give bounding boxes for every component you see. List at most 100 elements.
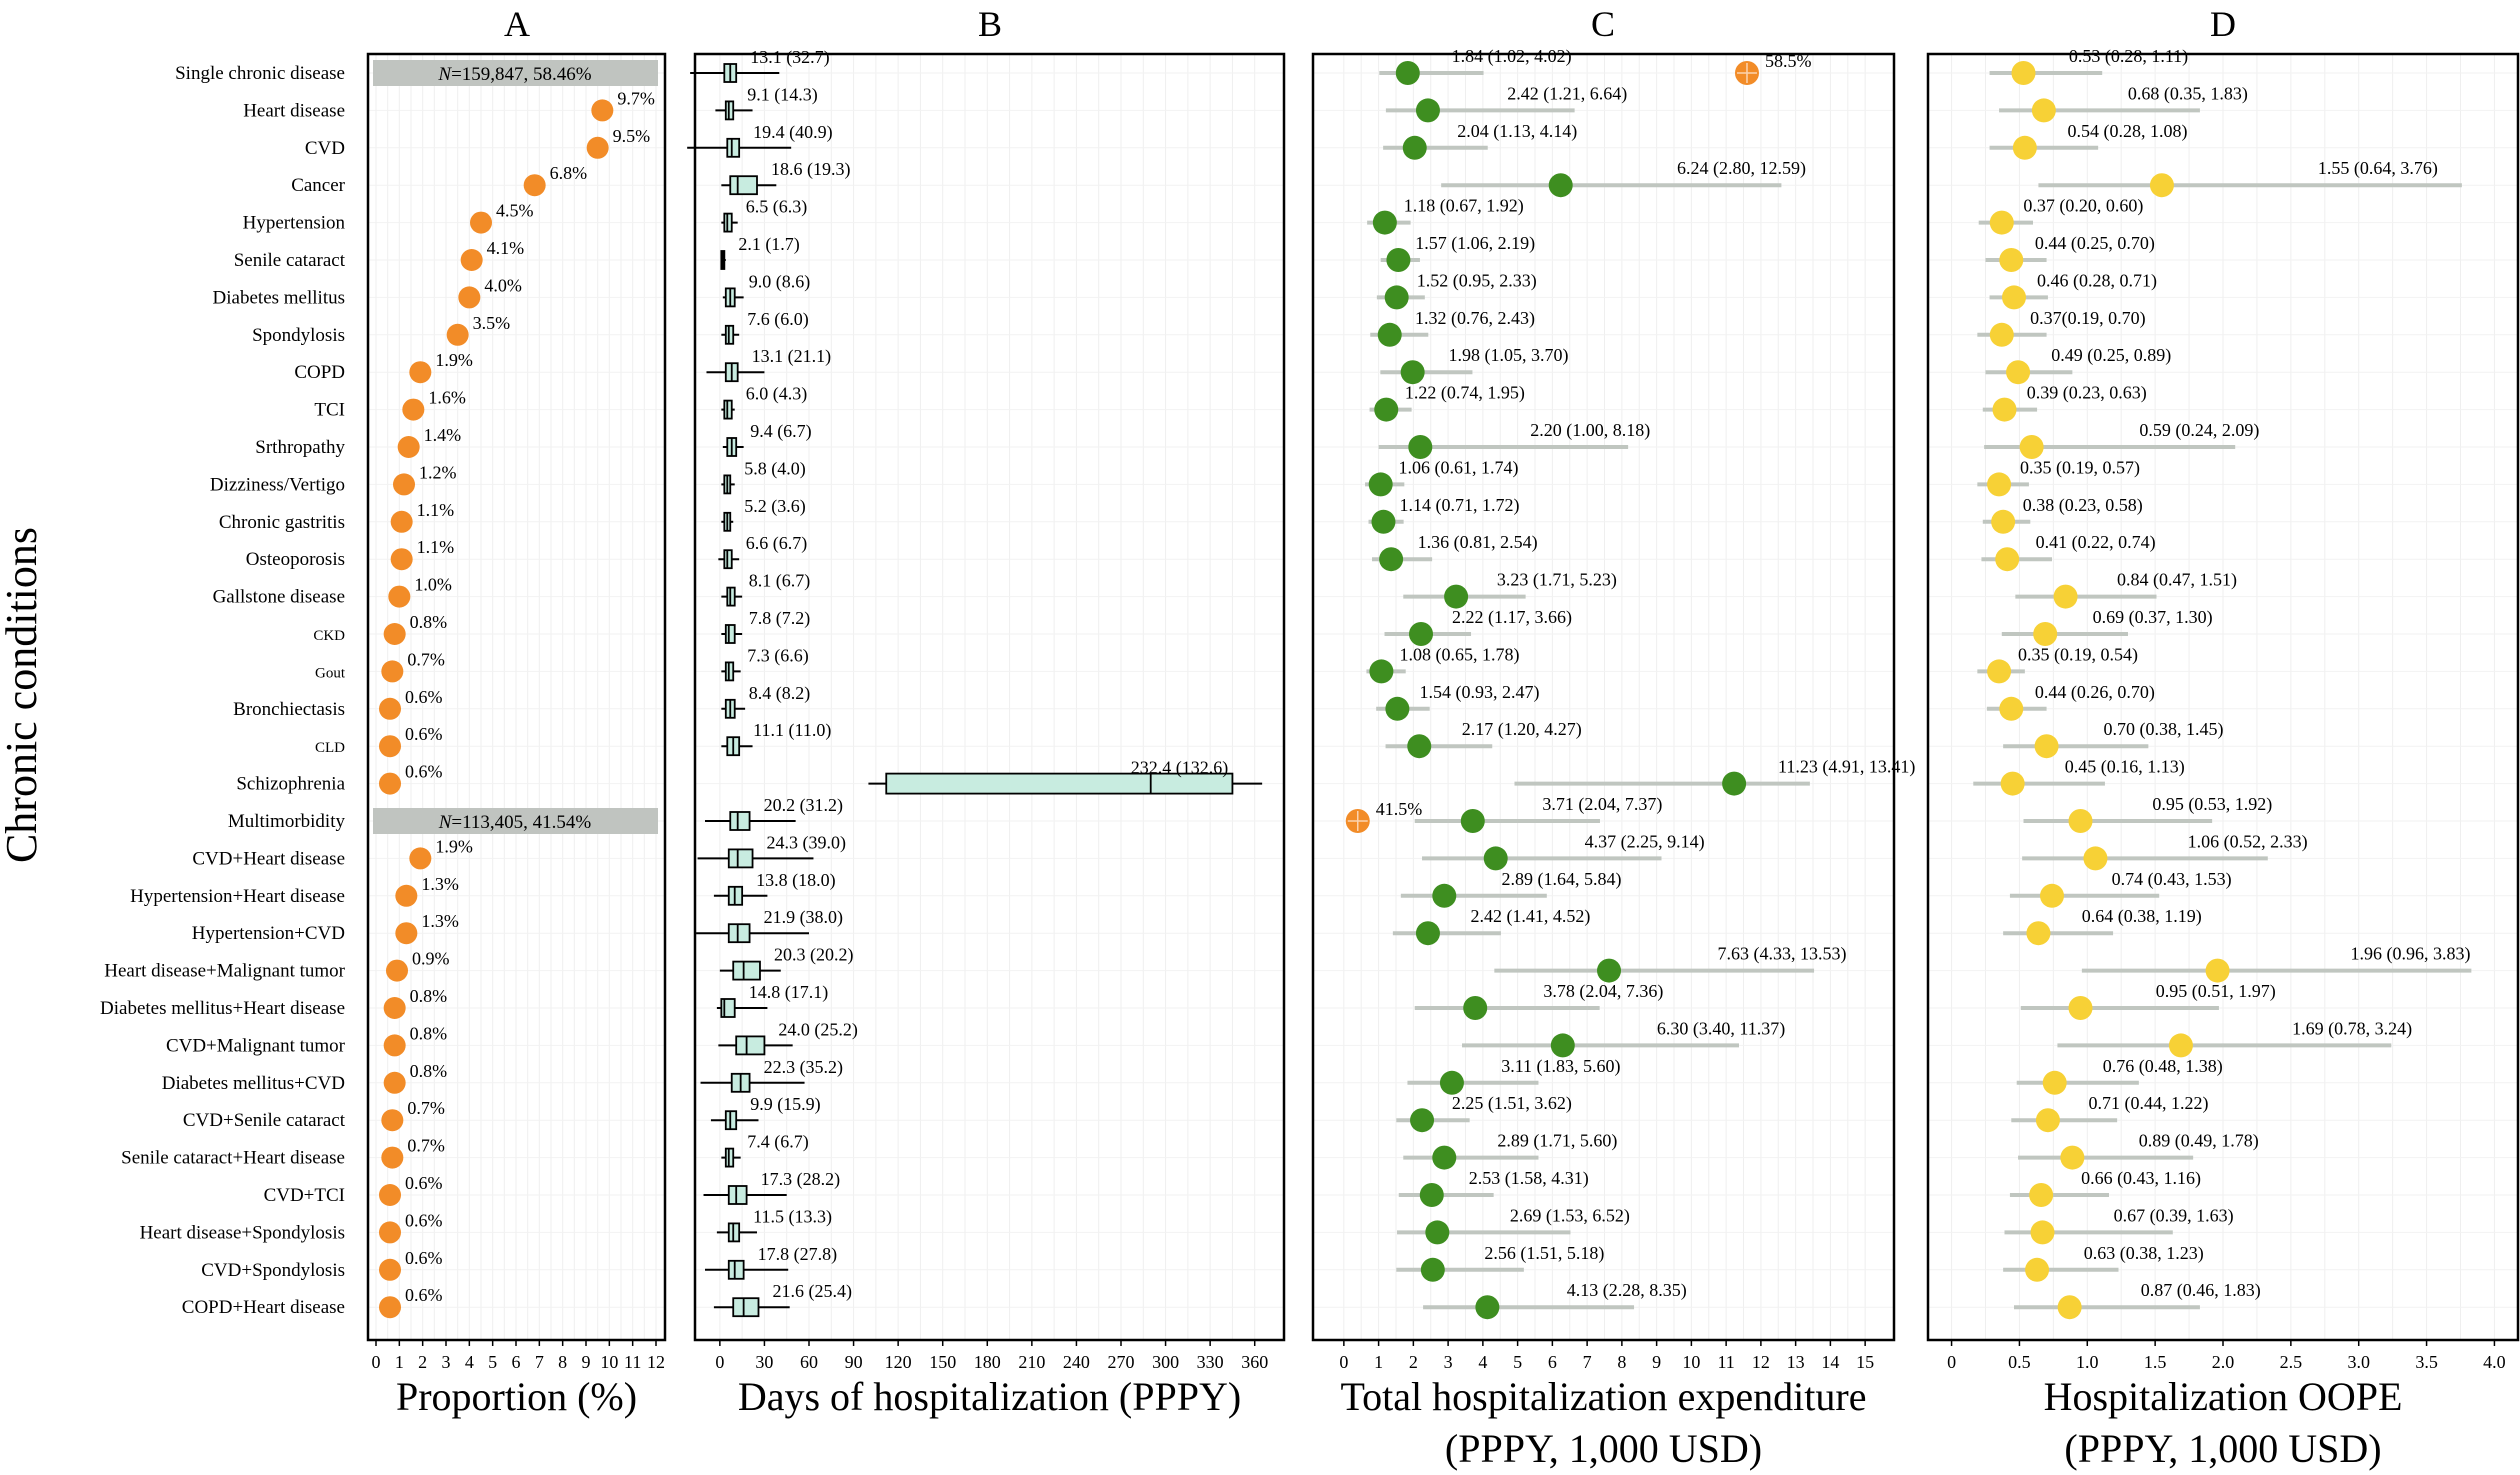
data-label: 1.36 (0.81, 2.54) xyxy=(1418,532,1538,553)
point-estimate xyxy=(1475,1295,1500,1320)
gridlines xyxy=(1313,54,1894,1340)
point-estimate xyxy=(2002,285,2026,310)
box-plot xyxy=(721,1147,741,1168)
data-point xyxy=(381,1109,404,1132)
point-estimate xyxy=(2040,883,2064,908)
data-label: 0.8% xyxy=(410,986,448,1006)
point-estimate xyxy=(2006,360,2031,385)
point-estimate xyxy=(1415,98,1440,123)
x-tick-label: 9 xyxy=(1652,1352,1661,1372)
data-label: 1.54 (0.93, 2.47) xyxy=(1420,682,1540,703)
data-label: 24.3 (39.0) xyxy=(767,832,847,853)
panel-letter: D xyxy=(2210,4,2236,44)
point-estimate xyxy=(1989,210,2014,235)
point-estimate xyxy=(1379,547,1404,572)
x-tick-label: 3.0 xyxy=(2347,1352,2370,1372)
data-label: 5.8 (4.0) xyxy=(744,458,806,479)
box-plot xyxy=(722,287,744,308)
data-point xyxy=(390,548,413,571)
data-point xyxy=(379,772,401,795)
data-label: 2.04 (1.13, 4.14) xyxy=(1457,121,1577,142)
panel-frame xyxy=(693,52,1286,1342)
data-label: 0.7% xyxy=(407,1098,445,1118)
box-plot xyxy=(721,399,735,420)
x-tick-label: 7 xyxy=(1583,1352,1592,1372)
data-point xyxy=(395,922,418,945)
x-tick-label: 8 xyxy=(1617,1352,1626,1372)
x-tick-label: 10 xyxy=(600,1352,618,1372)
x-axis-title: Proportion (%) xyxy=(396,1374,637,1419)
data-label: 1.06 (0.61, 1.74) xyxy=(1399,457,1519,478)
panel-d: D 0 0.5 1.0 1.5 2.0 2.5 3.0 3.5 4.0 Hospitalizatio… xyxy=(1926,4,2520,1471)
data-label: 0.68 (0.35, 1.83) xyxy=(2128,83,2248,104)
data-label: 0.84 (0.47, 1.51) xyxy=(2117,570,2237,591)
data-label: 4.5% xyxy=(496,201,534,221)
box xyxy=(726,137,741,158)
data-label: 3.11 (1.83, 5.60) xyxy=(1501,1056,1620,1077)
x-tick-label: 3 xyxy=(1444,1352,1453,1372)
x-tick-label: 13 xyxy=(1787,1352,1805,1372)
condition-label: Diabetes mellitus+CVD xyxy=(162,1073,345,1094)
x-tick-label: 1 xyxy=(395,1352,404,1372)
box-plot xyxy=(713,885,768,906)
box-plot xyxy=(721,586,743,607)
point-estimate xyxy=(1402,135,1427,160)
data-point xyxy=(383,997,406,1019)
x-tick-label: 360 xyxy=(1241,1352,1268,1372)
data-label: 0.45 (0.16, 1.13) xyxy=(2065,757,2185,778)
data-label: 11.23 (4.91, 13.41) xyxy=(1778,757,1915,778)
point-estimate xyxy=(1384,285,1409,310)
data-label: 0.6% xyxy=(405,1285,443,1305)
point-estimate xyxy=(1548,173,1573,198)
data-label: 11.5 (13.3) xyxy=(753,1206,832,1227)
data-label: 2.22 (1.17, 3.66) xyxy=(1452,607,1572,628)
data-point xyxy=(379,1296,401,1319)
data-marks: N=159,847, 58.46% N=113,405, 41.54% 9.7% 9.… xyxy=(373,60,658,1319)
x-tick-label: 1 xyxy=(1374,1352,1383,1372)
data-label: 1.69 (0.78, 3.24) xyxy=(2292,1018,2412,1039)
box-plot xyxy=(706,362,765,383)
data-label: 2.42 (1.21, 6.64) xyxy=(1507,83,1627,104)
data-label: 8.4 (8.2) xyxy=(749,683,811,704)
condition-label: Srthropathy xyxy=(255,437,345,458)
x-tick-label: 60 xyxy=(800,1352,818,1372)
data-label: 6.6 (6.7) xyxy=(746,533,808,554)
data-label: 1.22 (0.74, 1.95) xyxy=(1405,383,1525,404)
data-label: 1.3% xyxy=(421,911,459,931)
box-plot xyxy=(718,549,740,570)
x-tick-label: 2 xyxy=(418,1352,427,1372)
condition-label: Cancer xyxy=(291,175,345,196)
point-estimate xyxy=(1410,1108,1435,1133)
data-label: 1.6% xyxy=(428,388,466,408)
point-estimate xyxy=(2034,734,2059,759)
box-plot xyxy=(868,772,1263,795)
data-label: 9.7% xyxy=(617,88,655,108)
point-estimate xyxy=(1374,397,1399,422)
data-label: 2.1 (1.7) xyxy=(738,234,800,255)
point-estimate xyxy=(1432,883,1457,908)
point-estimate xyxy=(2026,921,2051,946)
data-label: 0.95 (0.51, 1.97) xyxy=(2156,981,2276,1002)
point-estimate xyxy=(2149,173,2174,198)
x-axis: 0 1 2 3 4 5 6 7 8 9 10 11 12 xyxy=(372,1340,665,1372)
point-estimate xyxy=(2060,1145,2085,1170)
data-label: 2.69 (1.53, 6.52) xyxy=(1510,1205,1630,1226)
x-tick-label: 6 xyxy=(512,1352,521,1372)
data-label: 1.06 (0.52, 2.33) xyxy=(2188,831,2308,852)
data-label: 0.7% xyxy=(407,649,445,669)
condition-label: Heart disease xyxy=(243,100,345,121)
box xyxy=(727,848,754,869)
data-label: 0.37(0.19, 0.70) xyxy=(2030,308,2146,329)
data-label: 1.4% xyxy=(424,425,462,445)
condition-label: Senile cataract+Heart disease xyxy=(121,1148,345,1169)
data-point xyxy=(388,585,411,608)
box xyxy=(724,624,736,644)
x-axis: 0 0.5 1.0 1.5 2.0 2.5 3.0 3.5 4.0 xyxy=(1947,1340,2506,1372)
condition-label: Multimorbidity xyxy=(228,811,346,832)
data-label: 0.41 (0.22, 0.74) xyxy=(2036,532,2156,553)
data-point xyxy=(379,735,401,758)
data-point xyxy=(383,1071,406,1094)
data-label: 0.8% xyxy=(410,612,448,632)
data-label: 20.2 (31.2) xyxy=(764,795,844,816)
